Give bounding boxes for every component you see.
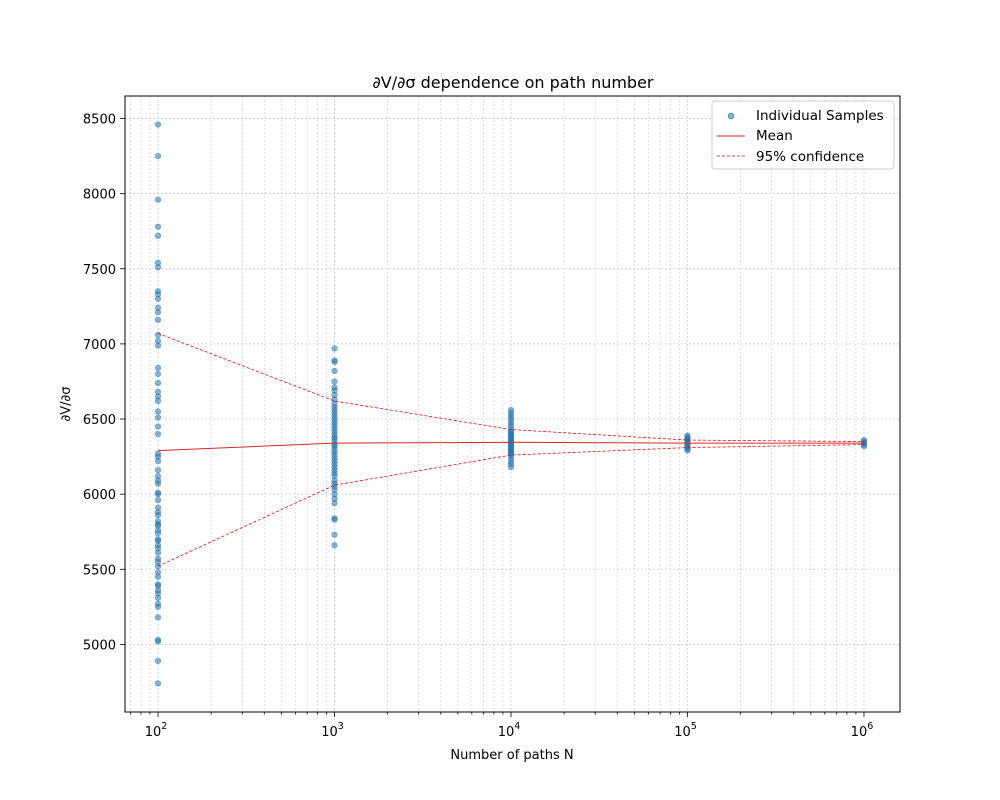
sample-point — [154, 504, 162, 511]
legend-label-confidence: 95% confidence — [756, 149, 864, 165]
sample-point — [154, 657, 162, 665]
y-axis: 5000 5500 6000 6500 7000 7500 8000 8500 — [83, 113, 125, 653]
sample-point — [154, 232, 162, 239]
x-axis: 102 103 104 105 106 — [130, 712, 874, 740]
grid — [125, 96, 900, 712]
legend-label-samples: Individual Samples — [756, 108, 884, 124]
sample-point — [154, 304, 162, 311]
sample-point — [154, 288, 162, 295]
sample-point — [331, 367, 338, 375]
sample-point — [331, 384, 338, 391]
sample-point — [154, 414, 162, 421]
sample-point — [860, 436, 868, 444]
x-tick-exponent: 5 — [691, 721, 697, 732]
legend-label-mean: Mean — [756, 128, 793, 144]
sample-point — [154, 337, 162, 344]
sample-point — [154, 364, 162, 372]
sample-point — [331, 515, 338, 522]
x-tick-exponent: 4 — [514, 721, 520, 732]
sample-point — [154, 152, 162, 160]
sample-point — [154, 430, 162, 438]
y-tick-label: 8500 — [83, 113, 116, 128]
sample-point — [154, 473, 162, 480]
y-axis-label: ∂V/∂σ — [59, 387, 74, 422]
legend-box — [711, 100, 895, 170]
x-tick-exponent: 2 — [161, 721, 167, 732]
y-tick-label: 5500 — [83, 563, 116, 578]
x-tick-label: 102 — [145, 721, 168, 740]
sample-point — [154, 408, 162, 415]
plot-frame — [124, 95, 901, 713]
sample-point — [684, 432, 691, 439]
y-tick-label: 8000 — [83, 188, 116, 203]
sample-point — [154, 316, 162, 323]
legend: Individual Samples Mean 95% confidence — [711, 100, 895, 170]
y-tick-label: 7500 — [83, 263, 116, 278]
sample-point — [154, 614, 162, 621]
sample-point — [154, 423, 162, 430]
x-axis-label: Number of paths N — [450, 748, 573, 763]
sample-point — [331, 531, 338, 538]
sample-point — [154, 569, 162, 576]
sample-point — [154, 370, 162, 378]
x-tick-label: 105 — [674, 721, 697, 740]
sample-point — [154, 331, 162, 338]
sample-point — [154, 196, 162, 203]
sample-point — [154, 379, 162, 387]
sample-point — [154, 497, 162, 504]
sample-point — [154, 636, 162, 643]
sample-point — [154, 223, 162, 230]
sample-point — [154, 450, 162, 457]
sample-point — [154, 467, 162, 474]
x-tick-exponent: 3 — [338, 721, 344, 732]
sample-point — [331, 378, 338, 385]
y-tick-label: 5000 — [83, 638, 116, 653]
sample-point — [154, 581, 162, 588]
x-tick-label: 103 — [321, 721, 344, 740]
sample-point — [331, 542, 338, 549]
confidence-upper-line — [157, 333, 864, 442]
sample-point — [154, 680, 162, 687]
sample-point — [154, 555, 162, 562]
x-tick-label: 106 — [851, 721, 874, 740]
sample-point — [154, 489, 162, 496]
sample-point — [154, 600, 162, 607]
sample-point — [331, 357, 338, 364]
sample-point — [331, 345, 338, 352]
chart-title: ∂V/∂σ dependence on path number — [372, 73, 653, 92]
y-tick-label: 6000 — [83, 488, 116, 503]
sample-point — [154, 121, 162, 128]
legend-marker-samples — [727, 112, 735, 120]
sample-point — [154, 388, 162, 396]
sample-point — [154, 259, 162, 266]
x-tick-label: 104 — [498, 721, 521, 740]
y-tick-label: 6500 — [83, 413, 116, 428]
y-tick-label: 7000 — [83, 338, 116, 353]
sample-point — [507, 406, 515, 414]
series-layer — [154, 121, 868, 687]
sample-point — [154, 518, 162, 525]
x-tick-exponent: 6 — [867, 721, 873, 732]
sample-point — [154, 536, 162, 543]
mean-line — [157, 441, 864, 452]
